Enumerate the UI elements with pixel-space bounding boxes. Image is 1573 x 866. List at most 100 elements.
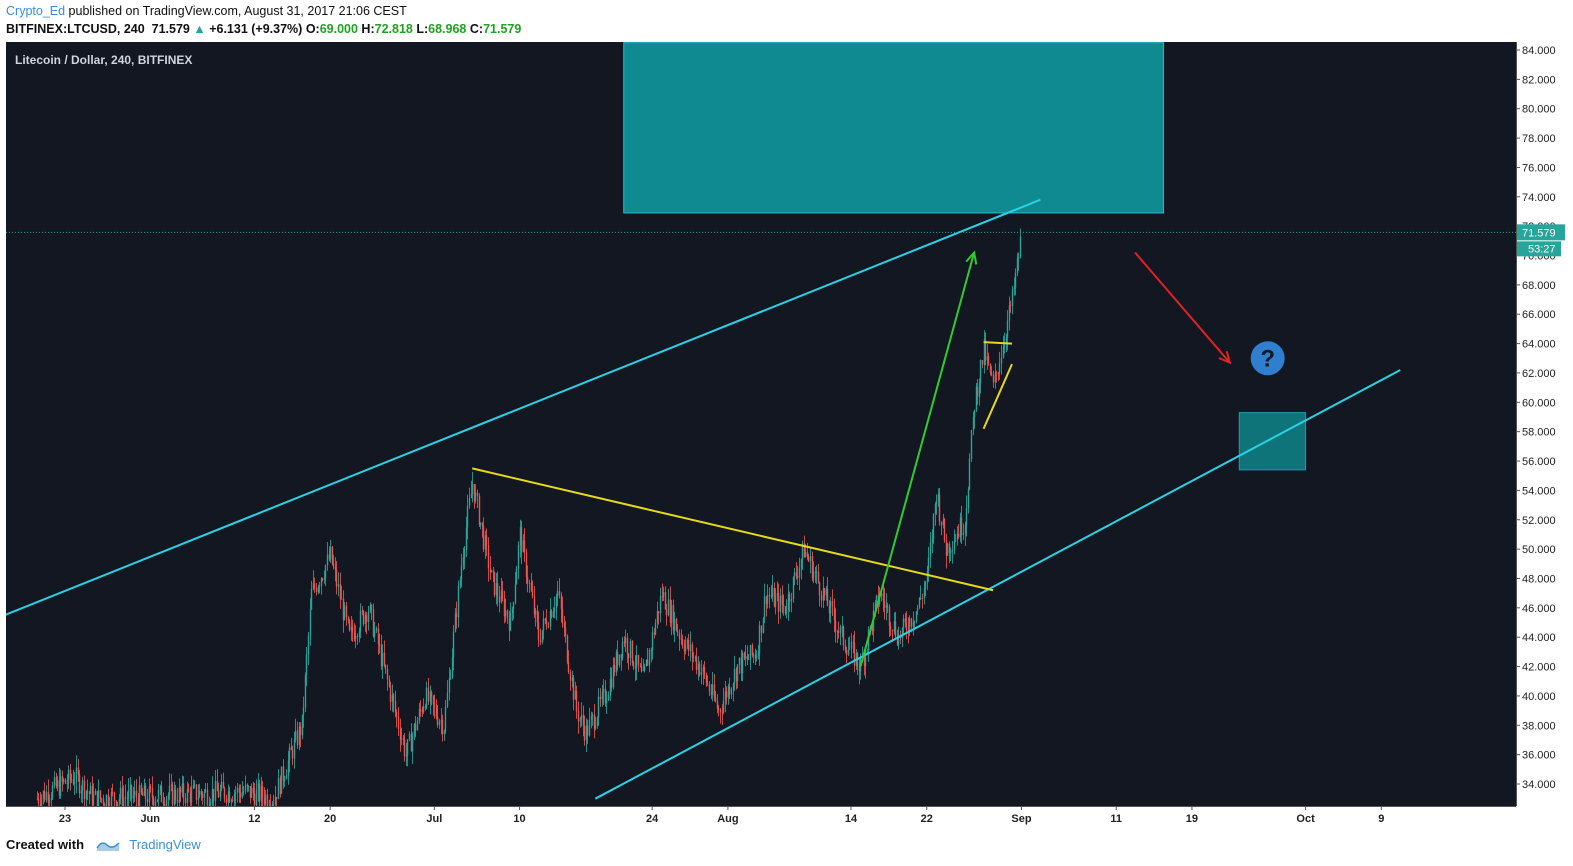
candle-body: [170, 784, 173, 786]
candle-body: [436, 716, 439, 725]
candle-body: [695, 656, 698, 670]
candle-body: [203, 791, 206, 798]
candle-body: [350, 626, 353, 631]
candle-body: [135, 790, 138, 798]
price-tick-label: 48.000: [1522, 573, 1556, 585]
low-label: L:: [416, 22, 429, 36]
time-tick-label: Sep: [1011, 813, 1031, 825]
candle-body: [339, 584, 342, 600]
candle-body: [871, 626, 874, 632]
candle-body: [908, 618, 911, 633]
time-axis[interactable]: 23 Jun 12 20 Jul 10 24 Aug 14 22 Sep 11 19 Oct 9: [6, 806, 1516, 825]
candle-body: [116, 802, 119, 806]
candle-body: [896, 636, 899, 645]
close-value: 71.579: [483, 22, 522, 36]
candle-body: [901, 628, 904, 639]
candle-body: [115, 800, 118, 806]
candle-body: [706, 683, 709, 685]
candle-body: [774, 595, 777, 607]
candle-body: [43, 791, 46, 801]
high-label: H:: [361, 22, 375, 36]
candle-body: [874, 602, 877, 611]
candle-body: [629, 640, 632, 658]
candle-body: [257, 783, 260, 790]
candle-body: [181, 783, 184, 793]
candle-body: [522, 540, 525, 553]
candle-body: [122, 797, 125, 806]
candle-body: [634, 667, 637, 669]
candle-body: [471, 484, 474, 494]
candle-body: [416, 720, 419, 731]
time-tick-label: 9: [1378, 813, 1384, 825]
price-chart[interactable]: ? Litecoin / Dollar, 240, BITFINEX 34.00…: [0, 42, 1573, 832]
candle-body: [485, 535, 488, 546]
candle-body: [519, 527, 522, 545]
time-tick-label: Aug: [717, 813, 738, 825]
candle-body: [1009, 305, 1012, 307]
candle-body: [803, 543, 806, 558]
candle-body: [809, 556, 812, 562]
candle-body: [69, 769, 72, 780]
candle-body: [593, 714, 596, 729]
candle-body: [716, 700, 719, 709]
candle-body: [56, 780, 59, 787]
candle-body: [294, 730, 297, 740]
price-axis[interactable]: 34.000 36.000 38.000 40.000 42.000 44.000 46.0…: [1516, 42, 1556, 806]
candle-body: [784, 605, 787, 614]
candle-body: [537, 622, 540, 641]
candle-body: [495, 583, 498, 596]
candle-body: [184, 798, 187, 804]
candle-body: [621, 641, 624, 658]
candle-body: [94, 790, 97, 795]
candle-body: [891, 629, 894, 632]
candle-body: [81, 780, 84, 791]
candle-body: [58, 780, 61, 796]
candle-body: [698, 663, 701, 676]
candle-body: [762, 618, 765, 633]
candle-body: [973, 410, 976, 418]
price-tick-label: 36.000: [1522, 750, 1556, 762]
candle-body: [340, 598, 343, 600]
candle-body: [623, 641, 626, 644]
author-link[interactable]: Crypto_Ed: [6, 4, 66, 18]
rally-arrow: [859, 252, 976, 667]
candle-body: [230, 800, 233, 802]
candle-body: [915, 611, 918, 621]
candle-body: [317, 586, 320, 593]
candle-body: [613, 665, 616, 673]
candle-body: [42, 791, 45, 799]
candle-body: [356, 636, 359, 638]
candle-body: [561, 609, 564, 624]
candle-body: [37, 798, 40, 804]
candle-body: [984, 339, 987, 361]
candle-body: [591, 714, 594, 717]
candle-body: [886, 605, 889, 607]
candle-body: [151, 788, 154, 798]
candle-body: [777, 593, 780, 612]
candle-body: [547, 626, 550, 628]
candle-body: [457, 585, 460, 618]
candle-body: [948, 543, 951, 553]
candle-body: [814, 571, 817, 573]
candle-body: [47, 791, 50, 803]
candle-body: [78, 774, 81, 794]
candle-body: [875, 595, 878, 603]
candle-body: [337, 584, 340, 587]
candle-body: [53, 777, 56, 786]
candle-body: [640, 666, 643, 672]
candle-body: [943, 519, 946, 541]
candle-body: [582, 715, 585, 726]
candle-body: [455, 613, 458, 618]
candle-body: [474, 492, 477, 502]
time-tick-label: 20: [324, 813, 336, 825]
candle-body: [776, 593, 779, 596]
candle-body: [515, 568, 518, 585]
candle-body: [492, 570, 495, 572]
candle-body: [967, 489, 970, 509]
candle-body: [667, 599, 670, 616]
tradingview-brand-link[interactable]: TradingView: [129, 837, 201, 853]
candle-body: [659, 596, 662, 614]
candle-body: [744, 655, 747, 659]
candle-body: [233, 793, 236, 802]
candle-body: [171, 784, 174, 805]
